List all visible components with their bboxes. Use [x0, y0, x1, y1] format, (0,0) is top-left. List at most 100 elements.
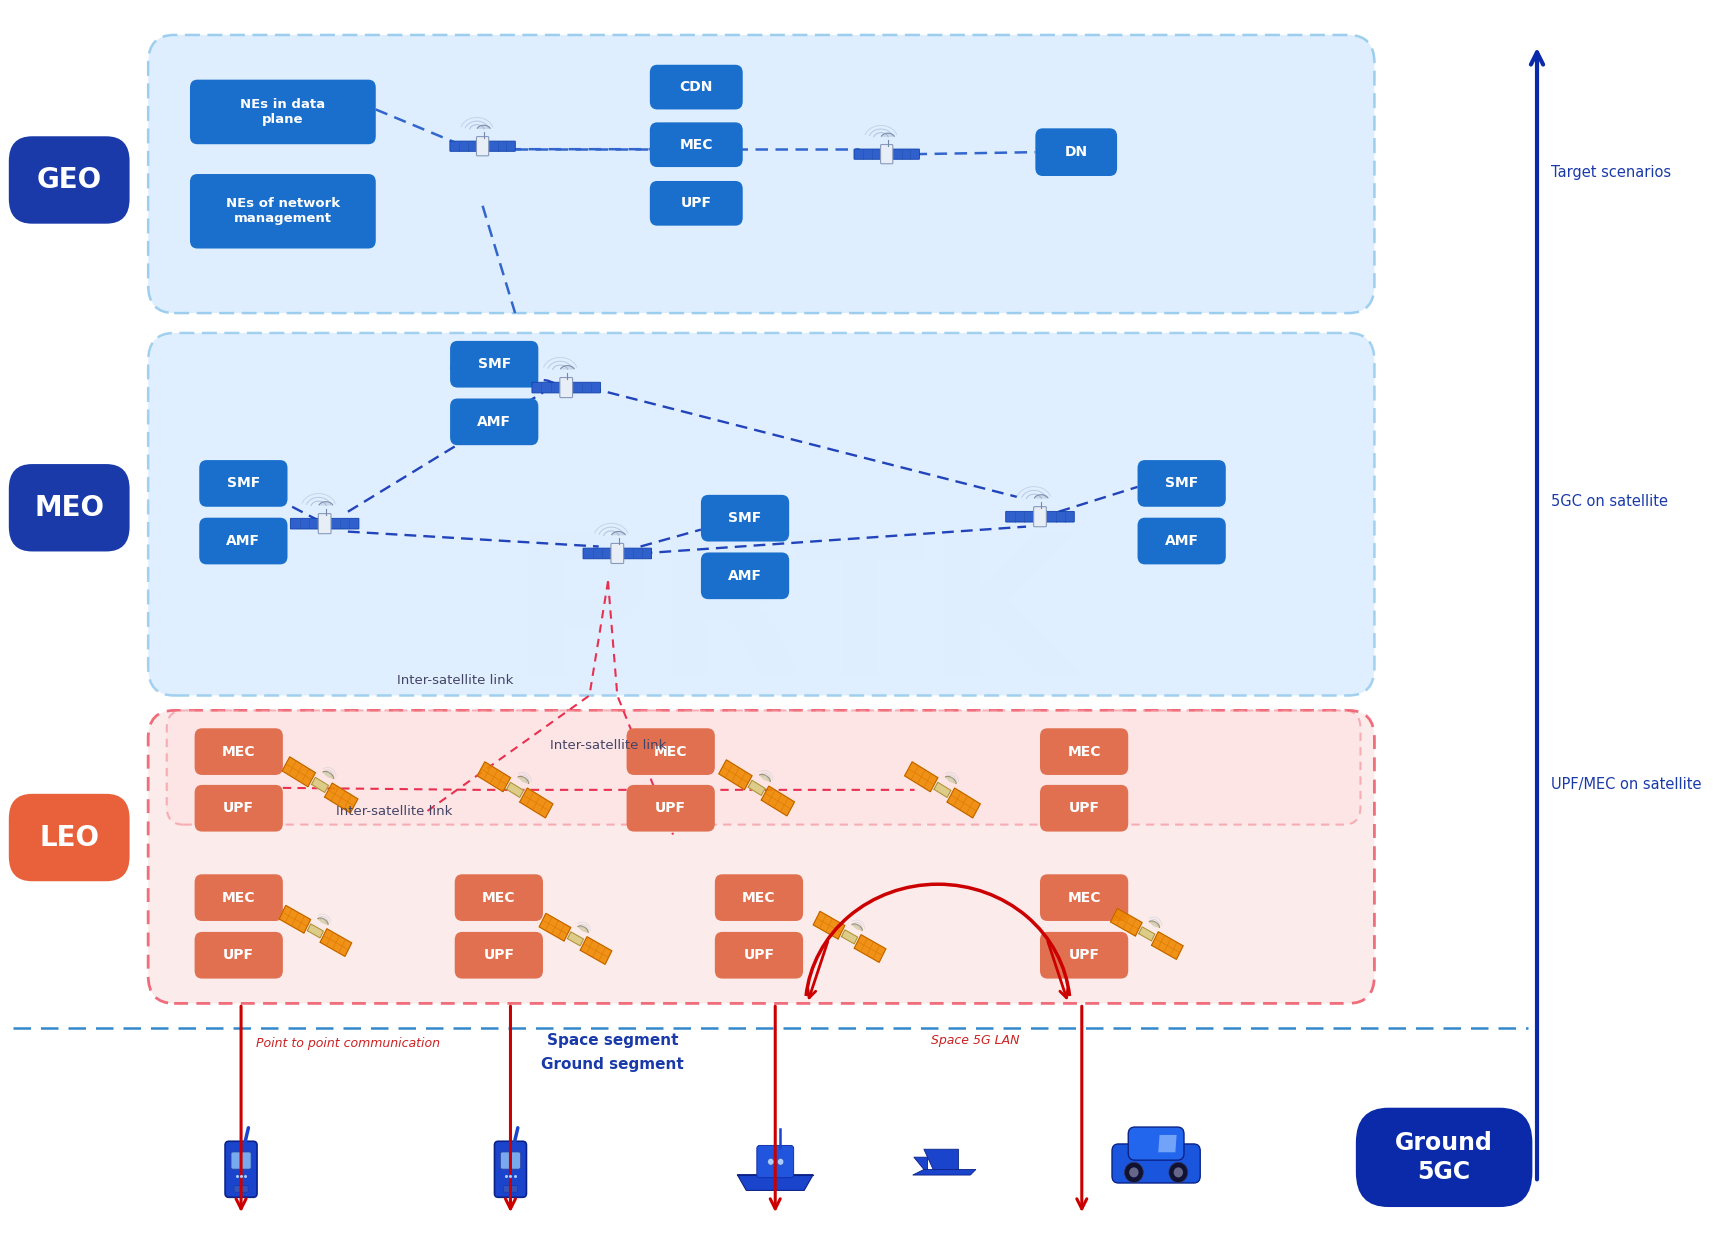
FancyBboxPatch shape	[504, 1186, 517, 1193]
Circle shape	[1173, 1168, 1184, 1178]
FancyBboxPatch shape	[195, 728, 283, 774]
FancyBboxPatch shape	[195, 874, 283, 921]
FancyBboxPatch shape	[855, 149, 880, 159]
Polygon shape	[560, 366, 574, 369]
FancyBboxPatch shape	[190, 174, 375, 248]
Text: AMF: AMF	[478, 414, 510, 429]
Text: MEC: MEC	[1067, 891, 1101, 905]
Text: UPF: UPF	[680, 196, 713, 210]
Text: MEC: MEC	[680, 138, 713, 151]
FancyBboxPatch shape	[9, 794, 130, 881]
FancyBboxPatch shape	[9, 137, 130, 223]
FancyBboxPatch shape	[1112, 1144, 1201, 1183]
Text: LEO: LEO	[39, 824, 99, 851]
FancyBboxPatch shape	[500, 1152, 521, 1169]
FancyBboxPatch shape	[714, 874, 803, 921]
Polygon shape	[325, 783, 358, 813]
Text: Ground
5GC: Ground 5GC	[1394, 1131, 1494, 1184]
Circle shape	[1129, 1168, 1139, 1178]
Text: MEC: MEC	[223, 745, 255, 758]
Circle shape	[1124, 1163, 1143, 1183]
FancyBboxPatch shape	[649, 123, 743, 168]
Polygon shape	[279, 906, 310, 933]
Text: Inter-satellite link: Inter-satellite link	[336, 805, 452, 818]
Text: DN: DN	[1065, 145, 1088, 159]
Text: UPF: UPF	[743, 948, 774, 962]
FancyBboxPatch shape	[166, 710, 1360, 824]
FancyBboxPatch shape	[1040, 728, 1129, 774]
Polygon shape	[577, 926, 588, 932]
Text: MEC: MEC	[223, 891, 255, 905]
Text: NEs of network
management: NEs of network management	[226, 197, 339, 226]
Polygon shape	[913, 1157, 927, 1169]
FancyBboxPatch shape	[291, 519, 319, 529]
Polygon shape	[567, 932, 584, 946]
FancyBboxPatch shape	[714, 932, 803, 979]
FancyBboxPatch shape	[1035, 128, 1117, 176]
Polygon shape	[612, 531, 625, 535]
Text: Point to point communication: Point to point communication	[255, 1036, 440, 1050]
Text: SMF: SMF	[478, 357, 510, 371]
FancyBboxPatch shape	[199, 517, 288, 565]
Text: UPF: UPF	[483, 948, 514, 962]
FancyBboxPatch shape	[331, 519, 360, 529]
Text: SMF: SMF	[728, 511, 762, 525]
Text: GEO: GEO	[36, 166, 101, 194]
FancyBboxPatch shape	[147, 333, 1374, 695]
FancyBboxPatch shape	[612, 544, 624, 563]
FancyBboxPatch shape	[1357, 1108, 1533, 1207]
Polygon shape	[320, 928, 351, 957]
FancyBboxPatch shape	[627, 728, 714, 774]
Polygon shape	[1139, 927, 1155, 941]
Circle shape	[767, 1158, 774, 1165]
Text: Inter-satellite link: Inter-satellite link	[550, 738, 666, 752]
Polygon shape	[1110, 908, 1143, 936]
FancyBboxPatch shape	[649, 181, 743, 226]
FancyBboxPatch shape	[451, 141, 476, 151]
Text: Ground segment: Ground segment	[541, 1057, 683, 1072]
Polygon shape	[882, 133, 894, 137]
Polygon shape	[904, 762, 937, 792]
FancyBboxPatch shape	[880, 144, 892, 164]
Text: AMF: AMF	[728, 568, 762, 583]
FancyBboxPatch shape	[488, 141, 516, 151]
Text: UPF/MEC on satellite: UPF/MEC on satellite	[1550, 777, 1701, 793]
Polygon shape	[319, 501, 332, 505]
Text: UPF: UPF	[1069, 948, 1100, 962]
Text: MEC: MEC	[481, 891, 516, 905]
Text: Space segment: Space segment	[546, 1033, 678, 1047]
Text: SMF: SMF	[226, 477, 260, 490]
FancyBboxPatch shape	[224, 1142, 257, 1198]
Text: PRTK: PRTK	[510, 527, 1077, 715]
FancyBboxPatch shape	[1006, 511, 1035, 522]
FancyBboxPatch shape	[454, 874, 543, 921]
FancyBboxPatch shape	[495, 1142, 526, 1198]
Polygon shape	[283, 757, 315, 787]
FancyBboxPatch shape	[892, 149, 920, 159]
FancyBboxPatch shape	[1040, 784, 1129, 831]
FancyBboxPatch shape	[195, 932, 283, 979]
Polygon shape	[307, 925, 324, 938]
FancyBboxPatch shape	[1040, 932, 1129, 979]
Polygon shape	[519, 788, 553, 818]
Polygon shape	[319, 918, 329, 925]
FancyBboxPatch shape	[1129, 1127, 1184, 1160]
FancyBboxPatch shape	[190, 79, 375, 144]
Polygon shape	[761, 786, 795, 815]
Polygon shape	[841, 930, 858, 944]
FancyBboxPatch shape	[147, 35, 1374, 313]
FancyBboxPatch shape	[627, 784, 714, 831]
FancyBboxPatch shape	[235, 1186, 248, 1193]
Polygon shape	[913, 1169, 976, 1175]
FancyBboxPatch shape	[1137, 517, 1227, 565]
Text: Inter-satellite link: Inter-satellite link	[396, 674, 512, 688]
Polygon shape	[478, 125, 490, 128]
FancyBboxPatch shape	[9, 464, 130, 551]
Polygon shape	[581, 937, 612, 964]
Text: UPF: UPF	[223, 802, 254, 815]
FancyBboxPatch shape	[649, 65, 743, 109]
Polygon shape	[1158, 1136, 1177, 1153]
Polygon shape	[507, 782, 524, 798]
FancyBboxPatch shape	[701, 495, 790, 541]
Polygon shape	[759, 774, 771, 782]
